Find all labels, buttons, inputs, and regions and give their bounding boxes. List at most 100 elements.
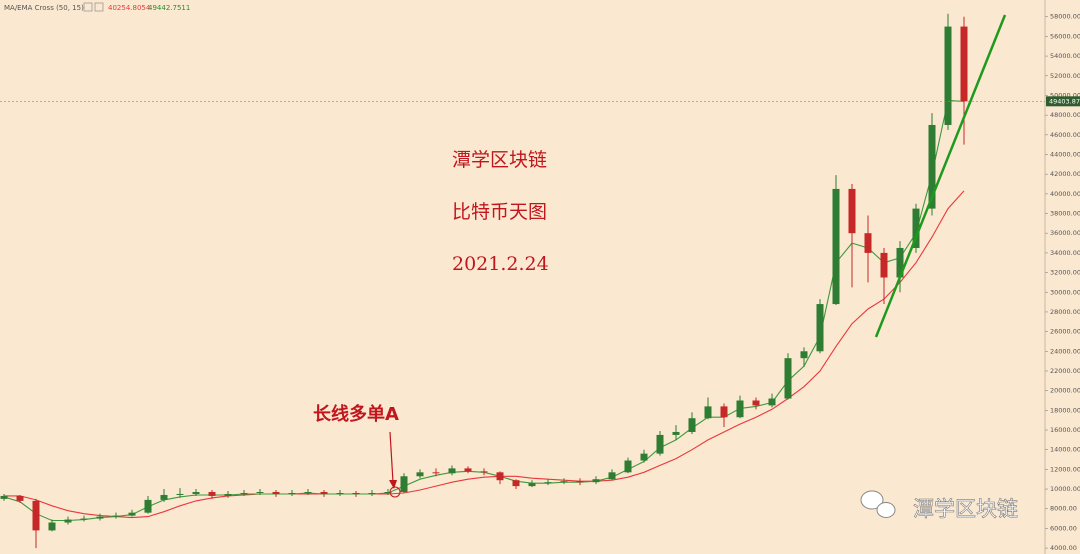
last-price-tag <box>1046 96 1080 107</box>
candle-body <box>320 492 328 494</box>
candle-body <box>560 481 568 483</box>
candle-body <box>352 492 360 494</box>
candle-body <box>640 453 648 461</box>
y-tick-label: 14000.00 <box>1050 446 1080 454</box>
candle-body <box>16 495 24 501</box>
candle-body <box>736 400 744 418</box>
candle-body <box>688 418 696 432</box>
candle-body <box>960 26 968 102</box>
indicator-toggle[interactable] <box>83 2 93 12</box>
candle-body <box>784 358 792 399</box>
y-tick-label: 8000.00 <box>1050 505 1077 513</box>
candle-body <box>816 304 824 352</box>
candle-body <box>480 471 488 473</box>
callout-arrow <box>389 431 394 483</box>
candle-body <box>752 400 760 406</box>
candle-body <box>880 252 888 278</box>
y-tick-label: 22000.00 <box>1050 367 1080 375</box>
candle-body <box>624 460 632 473</box>
candle-body <box>544 482 552 484</box>
y-tick-label: 16000.00 <box>1050 426 1080 434</box>
trend-line <box>874 14 1007 338</box>
y-tick-label: 4000.00 <box>1050 544 1077 552</box>
watermark: 潭学区块链 <box>913 497 1018 521</box>
candle-body <box>720 406 728 418</box>
y-tick-label: 18000.00 <box>1050 406 1080 414</box>
last-price-label: 49403.87 <box>1049 97 1080 105</box>
candle-body <box>864 233 872 253</box>
candle-body <box>848 188 856 234</box>
candle-body <box>368 492 376 494</box>
candle-body <box>512 480 520 487</box>
y-tick-label: 48000.00 <box>1050 111 1080 119</box>
candle-body <box>144 499 152 513</box>
y-tick-label: 56000.00 <box>1050 32 1080 40</box>
moving-average-line <box>4 190 965 519</box>
y-tick-label: 36000.00 <box>1050 229 1080 237</box>
y-tick-label: 30000.00 <box>1050 288 1080 296</box>
candle-body <box>80 518 88 520</box>
indicator-ma-value: 40254.8054 <box>108 4 151 12</box>
annotation: 2021.2.24 <box>452 253 549 275</box>
watermark-icon <box>860 490 896 518</box>
candle-body <box>576 481 584 483</box>
callout-circle <box>389 486 401 498</box>
candle-body <box>384 492 392 494</box>
candle-body <box>96 516 104 519</box>
candle-body <box>32 500 40 531</box>
candle-body <box>112 515 120 517</box>
candle-body <box>0 495 8 499</box>
candle-body <box>416 472 424 477</box>
y-tick-label: 6000.00 <box>1050 524 1077 532</box>
y-tick-label: 20000.00 <box>1050 387 1080 395</box>
y-tick-label: 12000.00 <box>1050 465 1080 473</box>
candle-body <box>672 431 680 435</box>
candle-body <box>912 208 920 248</box>
candle-body <box>464 468 472 472</box>
y-tick-label: 58000.00 <box>1050 13 1080 21</box>
y-tick-label: 24000.00 <box>1050 347 1080 355</box>
callout: 长线多单A <box>313 403 399 425</box>
candle-body <box>240 492 248 494</box>
candle-body <box>528 483 536 487</box>
y-tick-label: 10000.00 <box>1050 485 1080 493</box>
y-tick-label: 26000.00 <box>1050 328 1080 336</box>
candle-body <box>208 492 216 496</box>
callout-arrowhead <box>389 480 397 489</box>
y-tick-label: 42000.00 <box>1050 170 1080 178</box>
indicator-settings[interactable] <box>94 2 104 12</box>
candle-body <box>176 493 184 495</box>
y-tick-label: 40000.00 <box>1050 190 1080 198</box>
candle-body <box>432 472 440 474</box>
candle-body <box>928 124 936 209</box>
y-tick-label: 52000.00 <box>1050 72 1080 80</box>
candle-body <box>288 492 296 494</box>
candle-body <box>896 247 904 278</box>
candle-body <box>160 494 168 500</box>
candle-body <box>832 188 840 305</box>
candle-body <box>192 492 200 494</box>
candle-body <box>608 472 616 480</box>
y-tick-label: 28000.00 <box>1050 308 1080 316</box>
candle-body <box>496 472 504 481</box>
indicator-label: MA/EMA Cross (50, 15) <box>4 4 84 12</box>
indicator-ema-value: 49442.7511 <box>148 4 190 12</box>
candle-body <box>336 492 344 494</box>
y-tick-label: 50000.00 <box>1050 91 1080 99</box>
candle-body <box>256 492 264 494</box>
y-tick-label: 38000.00 <box>1050 210 1080 218</box>
y-tick-label: 32000.00 <box>1050 269 1080 277</box>
annotation: 潭学区块链 <box>452 149 547 171</box>
y-tick-label: 44000.00 <box>1050 150 1080 158</box>
candle-body <box>64 519 72 523</box>
candle-body <box>304 492 312 494</box>
candle-body <box>400 476 408 493</box>
candle-body <box>800 351 808 359</box>
candle-body <box>272 492 280 494</box>
annotation: 比特币天图 <box>452 201 547 223</box>
candle-body <box>704 406 712 419</box>
y-tick-label: 46000.00 <box>1050 131 1080 139</box>
candle-body <box>48 522 56 531</box>
